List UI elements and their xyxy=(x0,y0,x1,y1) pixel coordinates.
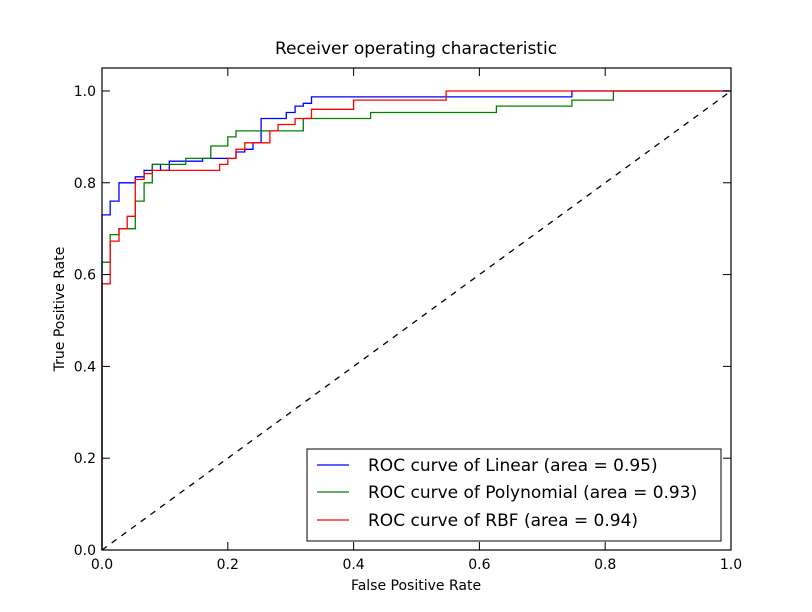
legend-label-polynomial: ROC curve of Polynomial (area = 0.93) xyxy=(368,483,697,503)
y-tick-label: 0.0 xyxy=(74,543,96,559)
x-tick-label: 0.6 xyxy=(468,557,490,573)
y-tick-label: 0.6 xyxy=(74,268,96,284)
y-tick-label: 1.0 xyxy=(74,84,96,100)
legend-label-rbf: ROC curve of RBF (area = 0.94) xyxy=(368,511,638,531)
y-tick-label: 0.8 xyxy=(74,176,96,192)
y-tick-label: 0.4 xyxy=(74,359,96,375)
x-axis-label: False Positive Rate xyxy=(351,578,481,594)
roc-line-chance xyxy=(101,90,732,551)
x-tick-label: 0.4 xyxy=(342,557,364,573)
legend: ROC curve of Linear (area = 0.95) ROC cu… xyxy=(306,448,722,542)
y-axis-label: True Positive Rate xyxy=(52,247,68,373)
x-tick-label: 1.0 xyxy=(720,557,742,573)
legend-label-linear: ROC curve of Linear (area = 0.95) xyxy=(368,456,658,476)
legend-box xyxy=(306,448,722,542)
x-tick-label: 0.0 xyxy=(91,557,113,573)
x-tick-label: 0.2 xyxy=(217,557,239,573)
chart-title: Receiver operating characteristic xyxy=(275,39,557,59)
x-tick-label: 0.8 xyxy=(594,557,616,573)
axis-ticks: 0.0 0.2 0.4 0.6 0.8 1.0 0.0 0.2 0.4 0.6 0.8 1.0 xyxy=(74,68,742,573)
plot-lines xyxy=(101,90,732,551)
roc-line-rbf xyxy=(101,90,731,550)
plot-frame xyxy=(101,67,732,551)
y-tick-label: 0.2 xyxy=(74,451,96,467)
